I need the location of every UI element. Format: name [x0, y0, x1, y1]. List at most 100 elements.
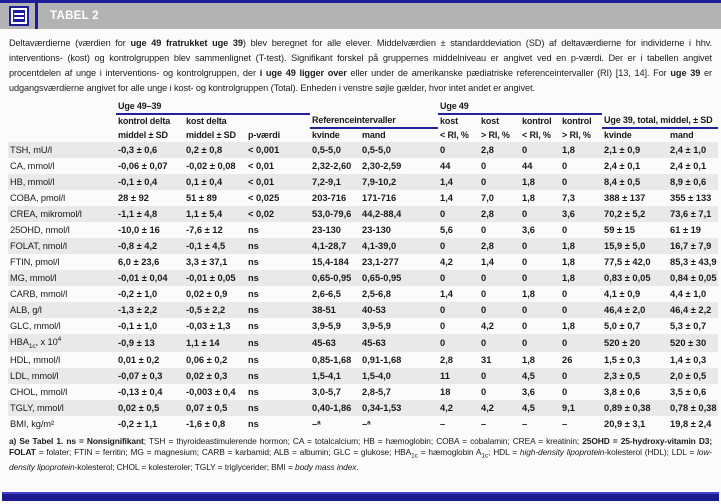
- table-cell: -0,06 ± 0,07: [118, 161, 168, 171]
- table-cell: 5,0 ± 0,7: [604, 321, 641, 331]
- table-cell: 3,6: [562, 209, 575, 219]
- table-icon: [9, 6, 29, 26]
- table-cell: 0,83 ± 0,05: [604, 273, 651, 283]
- table-cell: 44: [522, 161, 533, 171]
- table-cell: –ᵃ: [312, 418, 321, 429]
- col-kontrol-under-ri-pct: < RI, %: [522, 130, 551, 140]
- table-cell: 3,6: [522, 386, 535, 397]
- table-cell: 355 ± 133: [670, 193, 712, 203]
- table-cell: -0,003 ± 0,4: [186, 386, 236, 397]
- table-row: COBA, pmol/l 28 ± 92 51 ± 89 < 0,025 203-716…: [8, 190, 718, 206]
- table-cell: 38-51: [312, 305, 336, 315]
- table-row: CREA, mikromol/l -1,1 ± 4,8 1,1 ± 5,4 < 0,0…: [8, 206, 719, 222]
- table-cell: ns: [248, 225, 259, 235]
- table-cell: ns: [248, 257, 259, 267]
- table-cell: 0: [481, 273, 487, 283]
- table-cell: 85,3 ± 43,9: [670, 257, 717, 267]
- table-cell: 2,30-2,59: [362, 161, 402, 171]
- col-kost-over-ri-pct: > RI, %: [481, 130, 510, 140]
- group-uge49-39: Uge 49–39: [116, 100, 311, 115]
- table-cell: -0,1 ± 4,5: [186, 241, 226, 251]
- table-cell: 61 ± 19: [670, 225, 701, 235]
- table-cell: 1,5-4,1: [312, 370, 341, 381]
- table-cell: 5,6: [440, 225, 453, 235]
- row-label: HB, mmol/l: [10, 177, 55, 187]
- table-cell: -0,07 ± 0,3: [118, 370, 163, 381]
- table-cell: ns: [248, 289, 259, 299]
- table-title: TABEL 2: [50, 10, 99, 22]
- table-cell: 0: [440, 337, 446, 348]
- table-cell: 0: [562, 337, 568, 348]
- table-cell: 23-130: [362, 225, 391, 235]
- table-cell: 4,2: [440, 402, 453, 413]
- table-cell: ns: [248, 337, 259, 348]
- table-cell: 520 ± 20: [604, 337, 641, 348]
- table-cell: 1,1 ± 5,4: [186, 209, 223, 219]
- table-cell: 2,4 ± 1,0: [670, 145, 707, 155]
- table-cell: 0,07 ± 0,5: [186, 402, 228, 413]
- row-label: CHOL, mmol/l: [10, 386, 68, 397]
- table-cell: 4,2: [481, 402, 494, 413]
- table-cell: -0,03 ± 1,3: [186, 321, 231, 331]
- table-cell: 4,5: [522, 402, 535, 413]
- row-label: FOLAT, nmol/l: [10, 241, 67, 251]
- table-cell: 0: [522, 209, 528, 219]
- col-uge39-mand: mand: [670, 130, 694, 140]
- row-label: BMI, kg/m²: [10, 418, 54, 429]
- table-cell: 1,8: [562, 273, 575, 283]
- table-cell: 15,9 ± 5,0: [604, 241, 646, 251]
- table-cell: –: [440, 418, 446, 429]
- table-cell: ns: [248, 241, 259, 251]
- table-cell: 0: [440, 145, 446, 155]
- table-cell: 0,78 ± 0,38: [670, 402, 717, 413]
- table-cell: 3,3 ± 37,1: [186, 257, 228, 267]
- title-divider: [35, 3, 38, 29]
- table-cell: 0: [562, 161, 568, 171]
- table-cell: 46,4 ± 2,2: [670, 305, 712, 315]
- table-cell: 1,4: [440, 177, 453, 187]
- table-cell: 4,4 ± 1,0: [670, 289, 707, 299]
- table-cell: 3,9-5,9: [362, 321, 391, 331]
- bottom-navy-rule: [2, 492, 719, 501]
- table-cell: 4,1-28,7: [312, 241, 347, 251]
- table-cell: 1,8: [562, 241, 575, 251]
- table-cell: 0: [481, 177, 487, 187]
- table-cell: –: [522, 418, 528, 429]
- table-cell: 0: [562, 289, 568, 299]
- table-cell: ns: [248, 273, 259, 283]
- table-cell: 9,1: [562, 402, 575, 413]
- table-cell: 0,84 ± 0,05: [670, 273, 717, 283]
- table-cell: 0,5-5,0: [362, 145, 391, 155]
- table-cell: 0,40-1,86: [312, 402, 352, 413]
- table-cell: -0,8 ± 4,2: [118, 241, 158, 251]
- table-cell: -0,2 ± 1,1: [118, 418, 158, 429]
- table-body: TSH, mU/l -0,3 ± 0,6 0,2 ± 0,8 < 0,001 0,5-5…: [8, 142, 719, 432]
- group-uge49: Uge 49: [438, 100, 603, 115]
- table-row: 25OHD, nmol/l -10,0 ± 16 -7,6 ± 12 ns 23-130…: [8, 222, 718, 238]
- spacer: [310, 100, 438, 114]
- table-cell: 2,4 ± 0,1: [604, 161, 641, 171]
- table-cell: 1,8: [562, 321, 575, 331]
- table-cell: 7,3: [562, 193, 575, 203]
- table-cell: 15,4-184: [312, 257, 349, 267]
- table-row: CARB, mmol/l -0,2 ± 1,0 0,02 ± 0,9 ns 2,6-6,…: [8, 286, 718, 302]
- table-cell: 1,4 ± 0,3: [670, 354, 707, 365]
- table-cell: 1,5 ± 0,3: [604, 354, 641, 365]
- table-cell: 26: [562, 354, 573, 365]
- table-cell: 0: [522, 321, 528, 331]
- table-cell: 11: [440, 370, 450, 381]
- table-cell: 0: [440, 321, 446, 331]
- col-kost-under-ri-pct: < RI, %: [440, 130, 469, 140]
- table-cell: 0,06 ± 0,2: [186, 354, 228, 365]
- row-label: MG, mmol/l: [10, 273, 57, 283]
- table-cell: < 0,001: [248, 145, 280, 155]
- col-uge39-kvinde: kvinde: [604, 130, 632, 140]
- table-cell: 0: [440, 241, 446, 251]
- table-row: FTIN, pmol/l 6,0 ± 23,6 3,3 ± 37,1 ns 15,4-1…: [8, 254, 718, 270]
- table-cell: 45-63: [362, 337, 386, 348]
- table-cell: -0,02 ± 0,08: [186, 161, 236, 171]
- row-label: CREA, mikromol/l: [10, 209, 82, 219]
- table-cell: -0,1 ± 0,4: [118, 177, 158, 187]
- table-row: HBA1c, x 104 -0,9 ± 13 1,1 ± 14 ns 45-63 45-6…: [8, 334, 719, 352]
- table-cell: -0,01 ± 0,05: [186, 273, 236, 283]
